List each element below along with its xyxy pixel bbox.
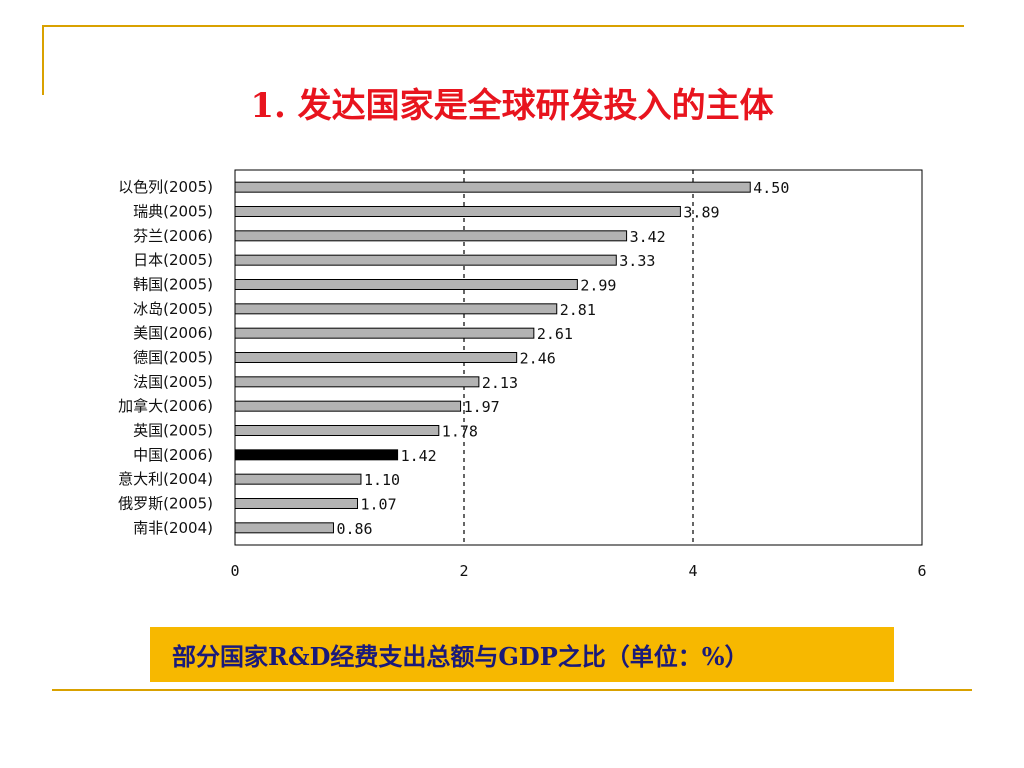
bar-14: [234, 522, 334, 534]
category-label: 中国(2006): [133, 446, 213, 464]
bar-12: [234, 473, 362, 485]
category-label: 意大利(2004): [118, 470, 213, 488]
x-tick-label: 6: [917, 562, 926, 580]
category-label: 南非(2004): [133, 519, 213, 537]
category-label: 芬兰(2006): [133, 227, 213, 245]
caption-text: 部分国家R&D经费支出总额与GDP之比（单位：%）: [172, 642, 749, 671]
frame-top-line: [42, 25, 964, 27]
value-label: 1.07: [361, 496, 397, 514]
value-label: 2.61: [537, 325, 573, 343]
category-label: 俄罗斯(2005): [118, 495, 213, 513]
value-label: 1.97: [464, 398, 500, 416]
x-tick-label: 2: [459, 562, 468, 580]
bar-8: [234, 376, 480, 388]
value-label: 3.89: [683, 204, 719, 222]
slide-title: 1. 发达国家是全球研发投入的主体: [250, 86, 774, 126]
bar-chart: 以色列(2005) 4.50 瑞典(2005) 3.89 芬兰(2006) 3.42 日本(…: [118, 169, 927, 580]
bar-10: [234, 425, 440, 436]
bar-6: [234, 327, 535, 339]
category-label: 日本(2005): [133, 251, 213, 269]
x-tick-label: 0: [230, 562, 239, 580]
value-label: 1.78: [442, 423, 478, 441]
category-label: 瑞典(2005): [133, 203, 213, 221]
bar-11: [234, 449, 399, 461]
caption-box: 部分国家R&D经费支出总额与GDP之比（单位：%）: [150, 627, 894, 682]
value-label: 2.99: [580, 277, 616, 295]
bar-7: [234, 352, 518, 363]
value-label: 2.13: [482, 374, 518, 392]
value-label: 3.42: [630, 228, 666, 246]
frame-bottom-line: [52, 689, 972, 691]
bar-1: [234, 206, 681, 217]
bar-2: [234, 230, 628, 242]
category-label: 冰岛(2005): [133, 300, 213, 318]
bar-13: [234, 498, 359, 509]
category-label: 美国(2006): [133, 324, 213, 342]
category-label: 法国(2005): [133, 373, 213, 391]
value-label: 2.81: [560, 301, 596, 319]
category-label: 以色列(2005): [118, 178, 213, 196]
bar-0: [234, 181, 751, 193]
x-tick-label: 4: [688, 562, 697, 580]
bar-3: [234, 254, 617, 266]
category-label: 加拿大(2006): [118, 397, 213, 415]
frame-left-line: [42, 25, 44, 95]
value-label: 4.50: [753, 179, 789, 197]
value-label: 3.33: [619, 252, 655, 270]
category-label: 德国(2005): [133, 349, 213, 367]
bar-5: [234, 303, 558, 315]
value-label: 2.46: [520, 350, 556, 368]
category-label: 英国(2005): [133, 422, 213, 440]
bar-4: [234, 279, 578, 290]
category-label: 韩国(2005): [133, 276, 213, 294]
value-label: 1.42: [401, 447, 437, 465]
value-label: 0.86: [336, 520, 372, 538]
bar-9: [234, 400, 462, 412]
value-label: 1.10: [364, 471, 400, 489]
